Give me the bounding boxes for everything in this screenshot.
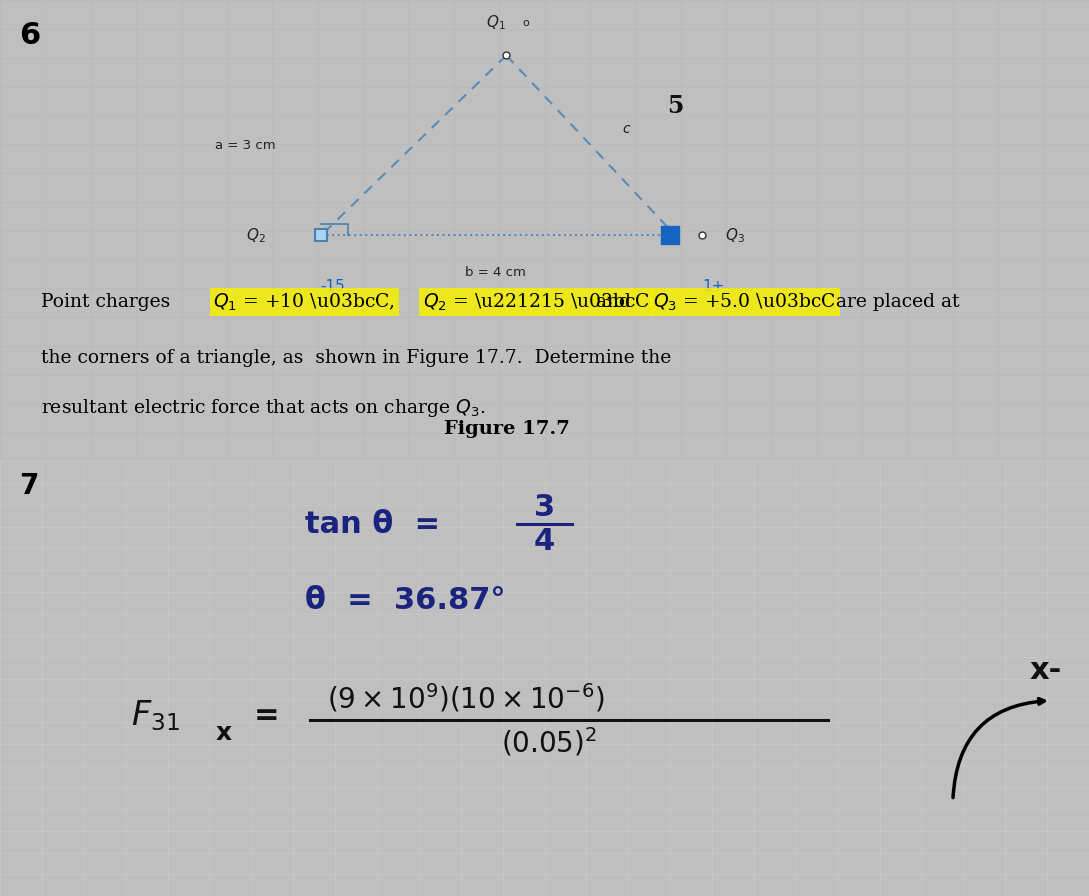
Text: Figure 17.7: Figure 17.7 [443, 420, 570, 438]
Text: 1+: 1+ [702, 279, 724, 294]
Text: resultant electric force that acts on charge $Q_3$.: resultant electric force that acts on ch… [41, 397, 486, 419]
Text: $Q_3$ = +5.0 \u03bcC: $Q_3$ = +5.0 \u03bcC [653, 291, 836, 313]
Text: x-: x- [1029, 656, 1062, 685]
Text: b = 4 cm: b = 4 cm [465, 266, 526, 279]
Text: -15: -15 [320, 279, 344, 294]
Text: and: and [590, 293, 637, 311]
Text: 6: 6 [20, 21, 41, 50]
Text: $Q_3$: $Q_3$ [725, 226, 745, 245]
Text: θ  =  36.87°: θ = 36.87° [305, 586, 505, 615]
Text: 4: 4 [534, 528, 555, 556]
Text: $Q_1$: $Q_1$ [486, 13, 505, 32]
Text: the corners of a triangle, as  shown in Figure 17.7.  Determine the: the corners of a triangle, as shown in F… [41, 349, 672, 366]
Text: 5: 5 [666, 94, 684, 118]
Text: $F_{31}$: $F_{31}$ [131, 698, 180, 733]
Text: 7: 7 [20, 472, 39, 500]
Text: $(9\times10^{9})(10\times10^{-6})$: $(9\times10^{9})(10\times10^{-6})$ [327, 682, 604, 715]
Text: c: c [622, 122, 631, 136]
Text: x: x [216, 721, 231, 745]
Text: are placed at: are placed at [830, 293, 959, 311]
Text: a = 3 cm: a = 3 cm [215, 139, 276, 151]
Text: 3: 3 [534, 493, 555, 521]
Text: tan θ  =: tan θ = [305, 510, 440, 539]
Text: $Q_2$ = \u221215 \u03bcC: $Q_2$ = \u221215 \u03bcC [423, 291, 650, 313]
Text: $(0.05)^{2}$: $(0.05)^{2}$ [501, 725, 597, 758]
Text: =: = [254, 702, 280, 730]
Text: $Q_1$ = +10 \u03bcC,: $Q_1$ = +10 \u03bcC, [213, 291, 395, 313]
Text: o: o [523, 18, 529, 28]
Text: Point charges: Point charges [41, 293, 176, 311]
Text: $Q_2$: $Q_2$ [246, 226, 266, 245]
